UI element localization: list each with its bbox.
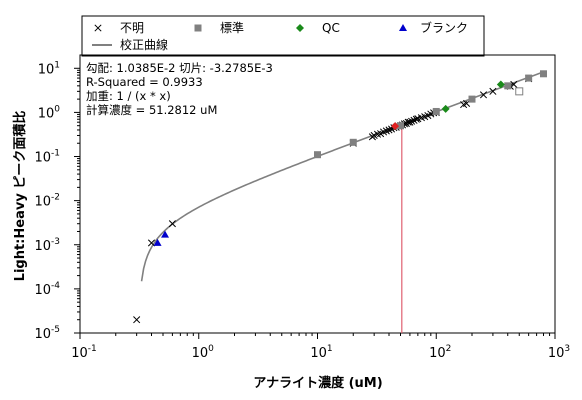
- x-tick-label: 101: [310, 344, 332, 361]
- annotation-slope-intercept: 勾配: 1.0385E-2 切片: -3.2785E-3: [86, 61, 273, 75]
- data-point: [406, 118, 414, 126]
- data-point: [397, 122, 405, 130]
- x-axis-title: アナライト濃度 (uM): [253, 375, 382, 391]
- data-point: [539, 70, 547, 78]
- data-point: [408, 117, 416, 125]
- legend-label: ブランク: [420, 20, 468, 35]
- data-point: [314, 151, 321, 159]
- legend-label: 標準: [220, 20, 244, 35]
- legend-label: 校正曲線: [120, 37, 168, 52]
- data-point: [412, 115, 420, 123]
- data-point: [441, 104, 450, 113]
- data-point: [489, 87, 497, 95]
- data-point: [385, 126, 393, 134]
- data-point: [410, 116, 418, 124]
- y-tick-label: 101: [38, 60, 60, 77]
- calibration-curve: [140, 71, 544, 282]
- y-tick-label: 100: [38, 104, 61, 121]
- data-point: [391, 122, 400, 131]
- data-point: [432, 107, 440, 115]
- data-point: [496, 80, 505, 89]
- y-axis: 101 100 10-1 10-2 10-3 10-4 10-5: [34, 60, 80, 342]
- annotation-calculated: 計算濃度 = 51.2812 uM: [86, 103, 217, 117]
- legend-box: [81, 15, 485, 57]
- legend-label: 不明: [120, 21, 144, 35]
- x-tick-label: 100: [192, 344, 215, 361]
- legend-marker: [296, 24, 304, 32]
- data-point: [168, 220, 176, 228]
- data-point: [147, 239, 156, 247]
- y-tick-label: 10-2: [34, 193, 60, 210]
- y-tick-label: 10-1: [34, 149, 60, 166]
- data-point: [504, 82, 512, 90]
- legend-label: QC: [322, 21, 340, 35]
- x-tick-label: 103: [548, 344, 570, 361]
- data-point: [525, 74, 533, 82]
- data-point: [161, 230, 170, 238]
- legend-marker: [399, 24, 407, 31]
- legend-marker: [94, 24, 102, 32]
- fit-annotations: 勾配: 1.0385E-2 切片: -3.2785E-3 R-Squared =…: [86, 61, 273, 117]
- annotation-r-squared: R-Squared = 0.9933: [86, 75, 203, 89]
- data-point: [479, 91, 488, 99]
- annotation-weight: 加重: 1 / (x * x): [86, 89, 171, 103]
- x-axis: 10-1 100 101 102 103: [71, 333, 570, 361]
- data-point: [153, 238, 162, 246]
- y-tick-label: 10-4: [34, 281, 60, 298]
- legend-marker: [194, 24, 202, 32]
- y-tick-label: 10-3: [34, 237, 60, 254]
- data-point: [133, 316, 141, 324]
- data-points: [133, 70, 547, 324]
- data-point: [510, 80, 518, 89]
- data-point: [349, 138, 357, 146]
- y-tick-label: 10-5: [34, 325, 60, 342]
- x-tick-label: 102: [429, 344, 451, 361]
- data-point: [468, 95, 476, 103]
- y-axis-title: Light:Heavy ピーク面積比: [12, 111, 28, 282]
- data-point: [515, 87, 524, 96]
- x-tick-label: 10-1: [71, 344, 97, 361]
